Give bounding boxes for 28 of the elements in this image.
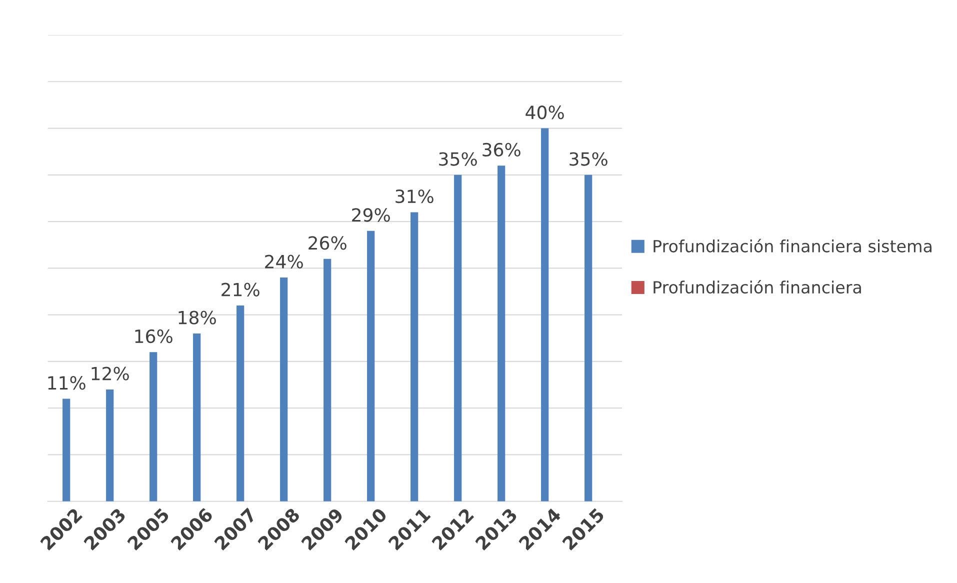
bar [236, 305, 244, 502]
data-label: 16% [135, 329, 172, 344]
data-label: 11% [48, 376, 86, 390]
data-label: 40% [526, 106, 564, 120]
data-label: 26% [308, 236, 346, 250]
legend-label: Profundización financiera sistema [654, 238, 932, 252]
bar [584, 174, 592, 502]
data-label: 18% [178, 310, 216, 324]
legend-label: Profundización financiera [654, 280, 861, 294]
data-label: 31% [396, 190, 434, 204]
data-label: 35% [439, 152, 477, 166]
bar [367, 230, 375, 502]
bar [62, 398, 70, 502]
data-label: 21% [222, 282, 260, 296]
bar [106, 389, 114, 502]
bar [498, 166, 506, 502]
data-label: 35% [570, 152, 608, 166]
bar [280, 278, 288, 502]
data-label: 36% [482, 142, 520, 157]
data-label: 24% [265, 254, 303, 268]
bar [324, 258, 332, 502]
data-label: 12% [92, 366, 129, 380]
data-label: 29% [352, 208, 390, 222]
bar [410, 212, 418, 502]
bar [150, 352, 158, 502]
bar [193, 333, 201, 502]
bar [541, 128, 549, 502]
bar [454, 174, 462, 502]
